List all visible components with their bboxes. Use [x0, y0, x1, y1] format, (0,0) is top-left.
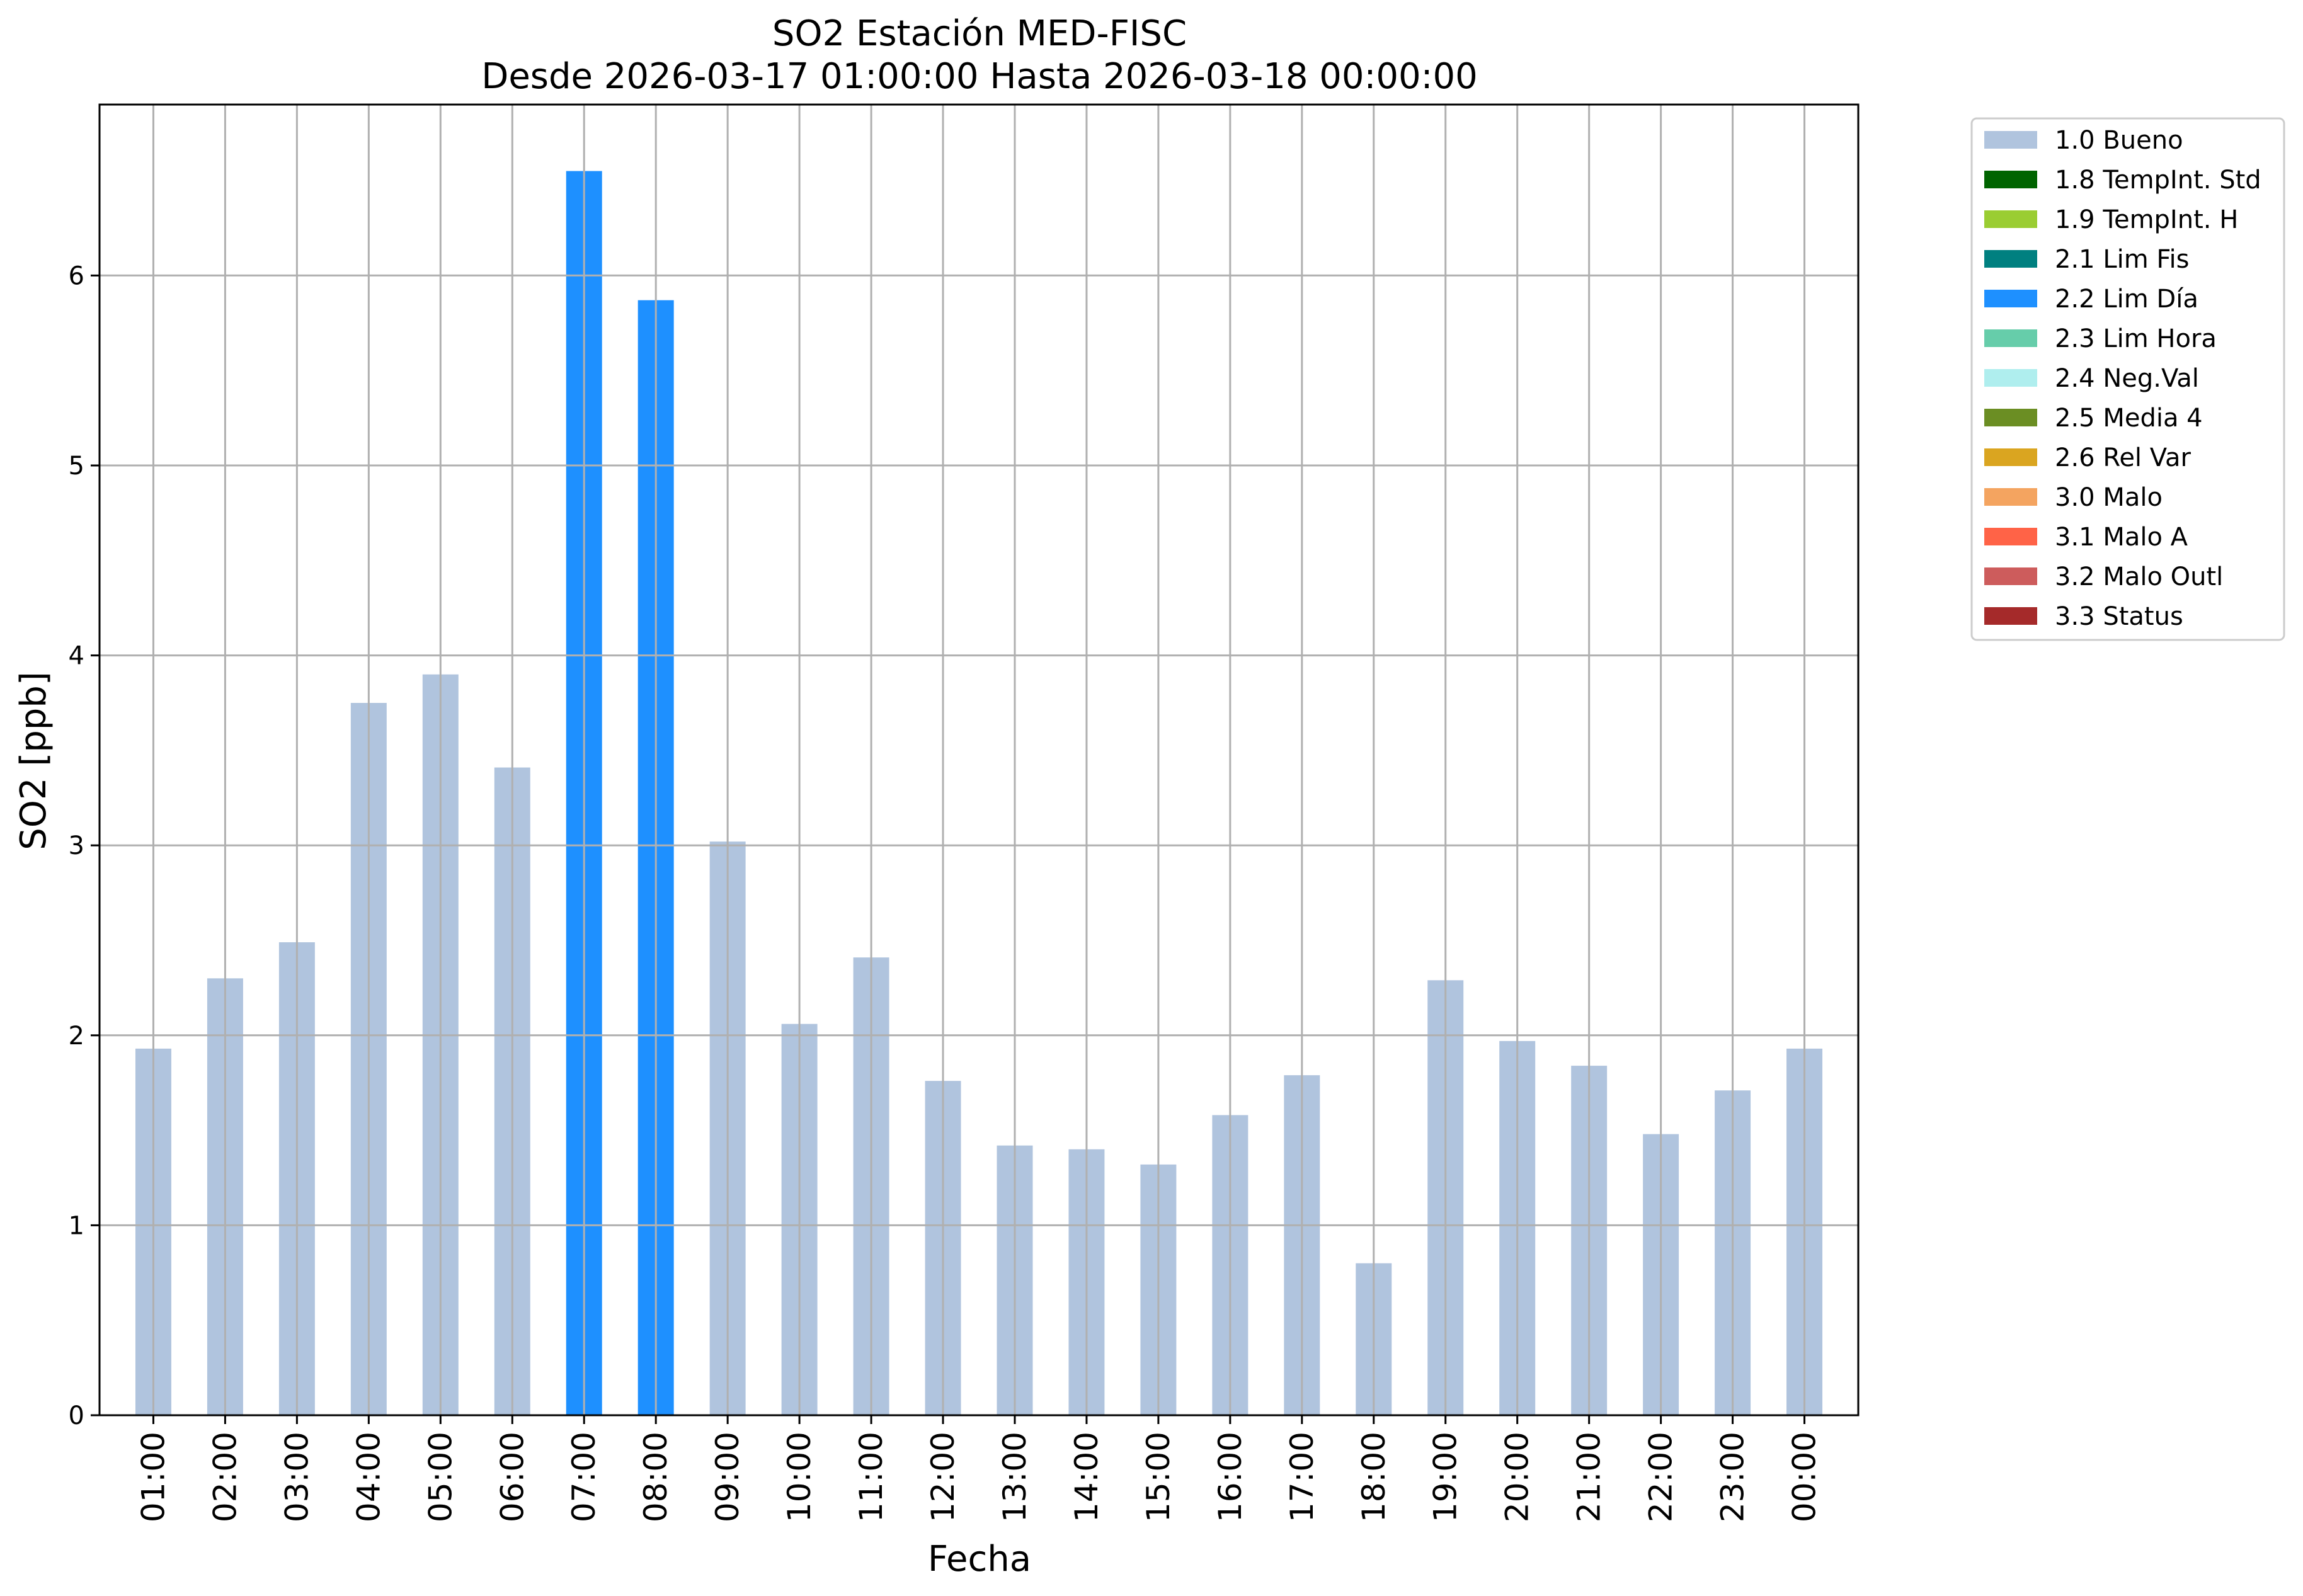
x-tick-label: 20:00: [1499, 1432, 1536, 1522]
y-tick-label: 5: [69, 452, 84, 481]
legend-swatch: [1984, 607, 2037, 625]
legend-label: 1.8 TempInt. Std: [2055, 166, 2261, 195]
y-axis-label: SO2 [ppb]: [13, 671, 54, 850]
x-tick-label: 14:00: [1068, 1432, 1105, 1522]
chart-title: SO2 Estación MED-FISC: [772, 13, 1187, 54]
legend-swatch: [1984, 488, 2037, 506]
axes-frame: [98, 103, 1860, 1416]
chart-subtitle: Desde 2026-03-17 01:00:00 Hasta 2026-03-…: [481, 56, 1478, 97]
legend-swatch: [1984, 528, 2037, 545]
x-tick-label: 15:00: [1140, 1432, 1177, 1522]
x-tick-label: 23:00: [1715, 1432, 1751, 1522]
legend-label: 2.3 Lim Hora: [2055, 324, 2217, 353]
x-tick-label: 07:00: [566, 1432, 602, 1522]
x-axis-label: Fecha: [928, 1539, 1031, 1580]
legend-swatch: [1984, 409, 2037, 426]
legend: 1.0 Bueno 1.8 TempInt. Std 1.9 TempInt. H 2…: [1970, 117, 2285, 641]
x-tick-label: 18:00: [1356, 1432, 1392, 1522]
x-tick-label: 21:00: [1571, 1432, 1608, 1522]
x-tick-label: 05:00: [422, 1432, 459, 1522]
legend-label: 2.5 Media 4: [2055, 404, 2203, 433]
legend-swatch: [1984, 567, 2037, 585]
x-tick-label: 06:00: [494, 1432, 530, 1522]
legend-swatch: [1984, 448, 2037, 466]
x-tick-label: 00:00: [1786, 1432, 1823, 1522]
y-tick-label: 3: [69, 831, 84, 860]
x-tick-label: 08:00: [637, 1432, 674, 1522]
legend-label: 1.0 Bueno: [2055, 126, 2183, 155]
legend-swatch: [1984, 369, 2037, 387]
y-tick-label: 4: [69, 642, 84, 671]
x-tick-label: 19:00: [1427, 1432, 1464, 1522]
legend-swatch: [1984, 290, 2037, 307]
x-tick-label: 09:00: [709, 1432, 746, 1522]
x-tick-label: 22:00: [1643, 1432, 1679, 1522]
legend-swatch: [1984, 210, 2037, 228]
legend-swatch: [1984, 171, 2037, 188]
y-tick-label: 0: [69, 1401, 84, 1430]
plot-area: 0 1 2 3 4 5 6 01:00 02:00 03:00 04:00 05:00 06:00 07:…: [69, 103, 1860, 1522]
y-tick-label: 6: [69, 261, 84, 290]
legend-swatch: [1984, 250, 2037, 268]
legend-label: 2.2 Lim Día: [2055, 285, 2198, 314]
y-tick-label: 2: [69, 1022, 84, 1051]
x-tick-label: 02:00: [207, 1432, 243, 1522]
x-tick-label: 12:00: [925, 1432, 961, 1522]
legend-label: 3.3 Status: [2055, 602, 2183, 631]
x-tick-label: 11:00: [853, 1432, 889, 1522]
legend-label: 3.0 Malo: [2055, 483, 2163, 512]
x-tick-label: 03:00: [278, 1432, 315, 1522]
x-tick-label: 16:00: [1212, 1432, 1249, 1522]
legend-label: 3.1 Malo A: [2055, 523, 2188, 552]
x-tick-label: 10:00: [781, 1432, 818, 1522]
x-tick-label: 04:00: [350, 1432, 387, 1522]
x-tick-label: 17:00: [1284, 1432, 1320, 1522]
legend-label: 2.6 Rel Var: [2055, 443, 2192, 472]
x-tick-label: 01:00: [135, 1432, 171, 1522]
x-tick-label: 13:00: [997, 1432, 1033, 1522]
legend-label: 1.9 TempInt. H: [2055, 205, 2238, 234]
legend-swatch: [1984, 131, 2037, 149]
legend-label: 2.4 Neg.Val: [2055, 364, 2199, 393]
y-tick-label: 1: [69, 1211, 84, 1240]
legend-label: 2.1 Lim Fis: [2055, 245, 2189, 274]
legend-swatch: [1984, 329, 2037, 347]
legend-label: 3.2 Malo Outl: [2055, 562, 2223, 591]
legend-box: [1970, 117, 2285, 641]
